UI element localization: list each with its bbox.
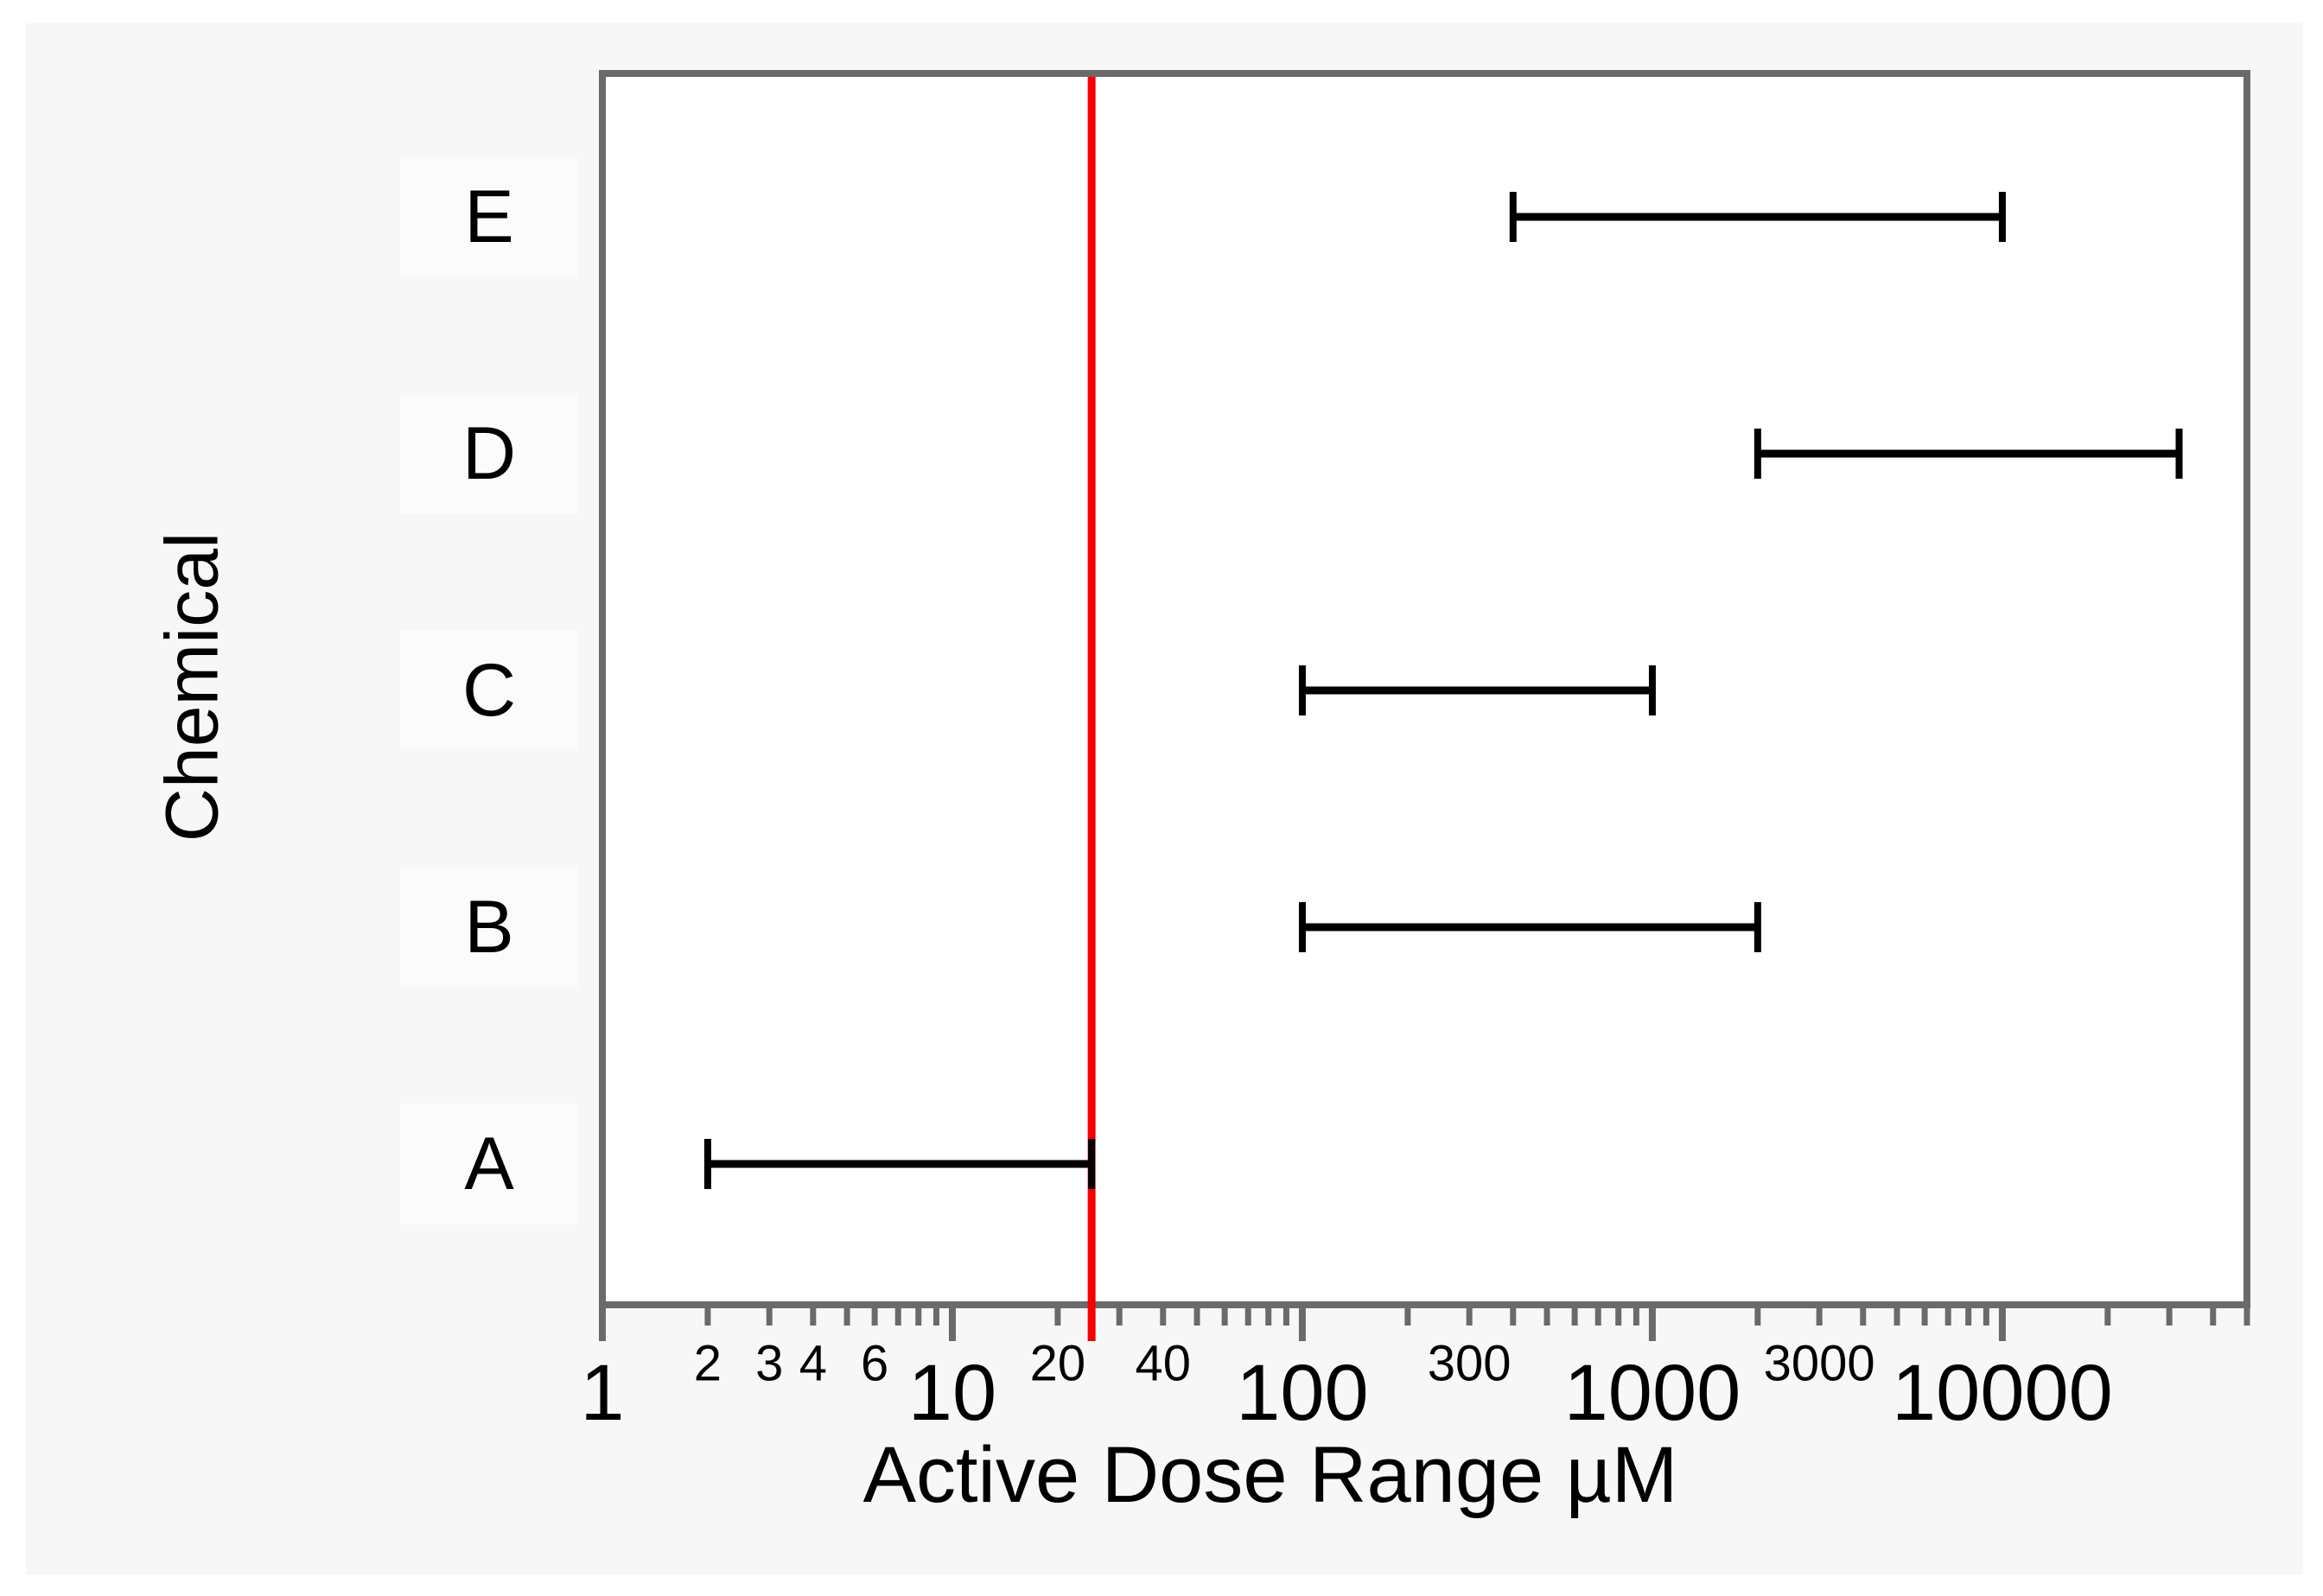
range-cap-min-B — [1298, 902, 1306, 952]
row-label-cell-C — [400, 630, 578, 751]
range-cap-max-E — [1998, 192, 2006, 242]
row-label-cell-D — [400, 393, 578, 514]
x-axis-title: Active Dose Range µM — [862, 1431, 1678, 1519]
range-cap-max-B — [1753, 902, 1761, 952]
x-tick-label-1000: 1000 — [1564, 1349, 1741, 1437]
y-category-label-D: D — [462, 412, 516, 495]
y-category-label-E: E — [464, 175, 513, 258]
y-axis-title: Chemical — [150, 531, 234, 843]
range-cap-min-A — [703, 1139, 711, 1189]
y-category-label-A: A — [464, 1122, 514, 1205]
range-bar-A — [703, 1139, 1096, 1189]
range-bar-B — [1298, 902, 1761, 952]
x-tick-label-1: 1 — [580, 1349, 624, 1437]
x-tick-label-300: 300 — [1428, 1336, 1512, 1392]
range-bar-E — [1509, 192, 2006, 242]
y-category-label-C: C — [462, 649, 516, 732]
range-cap-min-D — [1753, 429, 1761, 479]
plot-frame — [599, 70, 2250, 1308]
row-label-cell-E — [400, 156, 578, 277]
x-tick-label-10: 10 — [908, 1349, 996, 1437]
y-category-label-B: B — [464, 886, 513, 969]
x-tick-label-100: 100 — [1236, 1349, 1369, 1437]
range-cap-min-C — [1298, 665, 1306, 715]
range-bar-D — [1753, 429, 2183, 479]
x-tick-label-3000: 3000 — [1764, 1336, 1875, 1392]
x-tick-label-6: 6 — [861, 1336, 888, 1392]
x-tick-label-40: 40 — [1136, 1336, 1192, 1392]
x-tick-label-10000: 10000 — [1892, 1349, 2113, 1437]
x-tick-label-4: 4 — [799, 1336, 827, 1392]
x-tick-label-2: 2 — [694, 1336, 722, 1392]
range-cap-min-E — [1509, 192, 1517, 242]
range-cap-max-D — [2175, 429, 2183, 479]
range-cap-max-A — [1088, 1139, 1096, 1189]
row-label-cell-A — [400, 1103, 578, 1224]
range-cap-max-C — [1648, 665, 1656, 715]
x-tick-label-3: 3 — [755, 1336, 783, 1392]
x-tick-label-20: 20 — [1030, 1336, 1086, 1392]
row-label-cell-B — [400, 867, 578, 988]
y-axis-title-container: Chemical — [106, 255, 279, 1119]
range-bar-C — [1298, 665, 1656, 715]
